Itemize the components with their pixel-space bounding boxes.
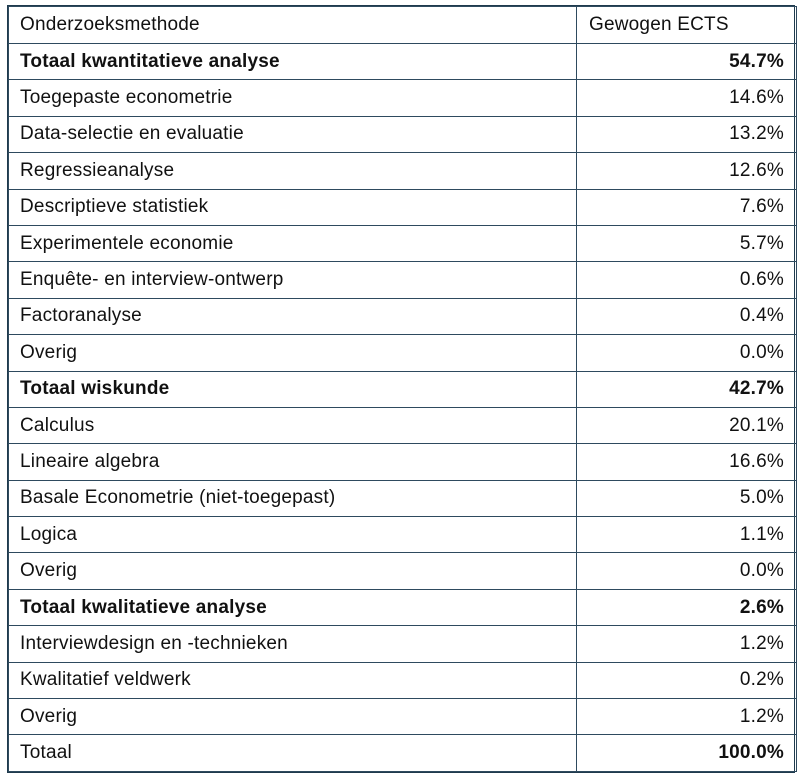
- row-value: 2.6%: [576, 588, 797, 627]
- table-row: Totaal wiskunde 42.7%: [8, 370, 797, 408]
- table-row: Factoranalyse 0.4%: [8, 297, 797, 336]
- row-label: Toegepaste econometrie: [8, 79, 577, 117]
- table-row: Toegepaste econometrie 14.6%: [8, 79, 797, 117]
- row-value: 20.1%: [576, 406, 797, 445]
- ects-table: Onderzoeksmethode Gewogen ECTS Totaal kw…: [8, 6, 797, 772]
- table-row: Overig 0.0%: [8, 552, 797, 590]
- table-row: Calculus 20.1%: [8, 406, 797, 445]
- row-label: Overig: [8, 552, 577, 590]
- ects-table-frame: Onderzoeksmethode Gewogen ECTS Totaal kw…: [7, 5, 797, 773]
- table-row: Regressieanalyse 12.6%: [8, 152, 797, 190]
- table-row: Enquête- en interview-ontwerp 0.6%: [8, 261, 797, 299]
- row-value: 0.4%: [576, 297, 797, 336]
- row-label: Descriptieve statistiek: [8, 188, 577, 226]
- row-value: 1.2%: [576, 698, 797, 736]
- row-value: 54.7%: [576, 42, 797, 81]
- row-label: Lineaire algebra: [8, 443, 577, 481]
- row-label: Logica: [8, 516, 577, 554]
- row-label: Regressieanalyse: [8, 152, 577, 190]
- table-row: Kwalitatief veldwerk 0.2%: [8, 661, 797, 700]
- row-label: Experimentele economie: [8, 224, 577, 263]
- row-label: Enquête- en interview-ontwerp: [8, 261, 577, 299]
- row-value: 13.2%: [576, 115, 797, 154]
- row-label: Kwalitatief veldwerk: [8, 661, 577, 700]
- row-value: 1.1%: [576, 516, 797, 554]
- row-label: Totaal: [8, 734, 577, 772]
- table-row: Lineaire algebra 16.6%: [8, 443, 797, 481]
- table-row: Overig 0.0%: [8, 334, 797, 372]
- row-label: Overig: [8, 698, 577, 736]
- table-row: Totaal 100.0%: [8, 734, 797, 772]
- row-label: Totaal kwantitatieve analyse: [8, 42, 577, 81]
- row-label: Overig: [8, 334, 577, 372]
- row-value: 14.6%: [576, 79, 797, 117]
- row-value: 12.6%: [576, 152, 797, 190]
- row-label: Data-selectie en evaluatie: [8, 115, 577, 154]
- row-label: Factoranalyse: [8, 297, 577, 336]
- table-row: Interviewdesign en -technieken 1.2%: [8, 625, 797, 663]
- header-ects: Gewogen ECTS: [576, 6, 797, 44]
- row-value: 0.2%: [576, 661, 797, 700]
- table-row: Totaal kwalitatieve analyse 2.6%: [8, 588, 797, 627]
- row-label: Totaal kwalitatieve analyse: [8, 588, 577, 627]
- row-value: 7.6%: [576, 188, 797, 226]
- table-body: Totaal kwantitatieve analyse 54.7% Toegep…: [8, 42, 797, 772]
- table-row: Totaal kwantitatieve analyse 54.7%: [8, 42, 797, 81]
- row-value: 5.7%: [576, 224, 797, 263]
- row-value: 100.0%: [576, 734, 797, 772]
- row-value: 16.6%: [576, 443, 797, 481]
- row-value: 0.0%: [576, 334, 797, 372]
- table-row: Logica 1.1%: [8, 516, 797, 554]
- table-row: Basale Econometrie (niet-toegepast) 5.0%: [8, 479, 797, 518]
- table-header-row: Onderzoeksmethode Gewogen ECTS: [8, 6, 797, 44]
- row-label: Interviewdesign en -technieken: [8, 625, 577, 663]
- header-method: Onderzoeksmethode: [8, 6, 577, 44]
- row-label: Basale Econometrie (niet-toegepast): [8, 479, 577, 518]
- table-row: Data-selectie en evaluatie 13.2%: [8, 115, 797, 154]
- table-row: Overig 1.2%: [8, 698, 797, 736]
- table-row: Descriptieve statistiek 7.6%: [8, 188, 797, 226]
- row-value: 1.2%: [576, 625, 797, 663]
- row-value: 5.0%: [576, 479, 797, 518]
- table-row: Experimentele economie 5.7%: [8, 224, 797, 263]
- row-label: Totaal wiskunde: [8, 370, 577, 408]
- row-value: 0.0%: [576, 552, 797, 590]
- row-label: Calculus: [8, 406, 577, 445]
- row-value: 42.7%: [576, 370, 797, 408]
- row-value: 0.6%: [576, 261, 797, 299]
